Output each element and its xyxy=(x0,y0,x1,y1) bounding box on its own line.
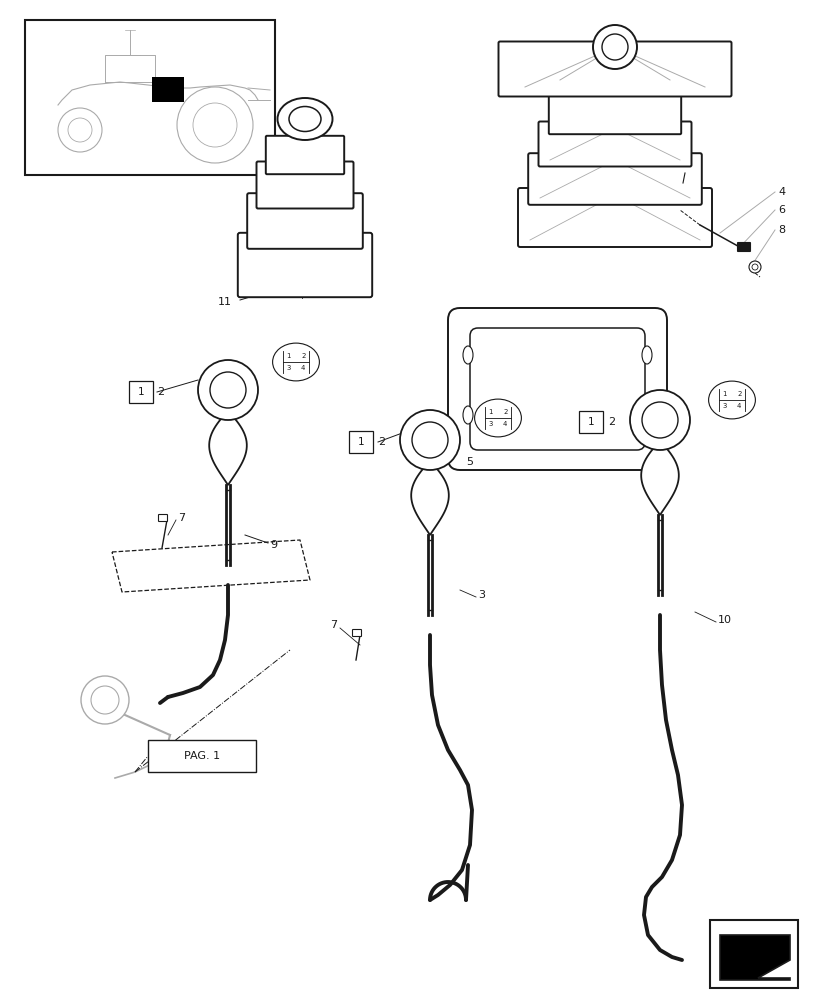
Text: 1: 1 xyxy=(722,391,726,397)
Ellipse shape xyxy=(641,406,651,424)
FancyBboxPatch shape xyxy=(148,740,256,772)
Text: 3: 3 xyxy=(488,421,492,427)
FancyBboxPatch shape xyxy=(737,242,749,251)
Text: 4: 4 xyxy=(736,403,740,409)
Circle shape xyxy=(210,372,246,408)
Text: 4: 4 xyxy=(301,365,305,371)
FancyBboxPatch shape xyxy=(538,122,691,167)
Text: 9: 9 xyxy=(270,540,277,550)
Text: 1: 1 xyxy=(357,437,364,447)
FancyBboxPatch shape xyxy=(447,308,667,470)
Ellipse shape xyxy=(272,343,319,381)
FancyBboxPatch shape xyxy=(578,411,602,433)
Text: 1: 1 xyxy=(137,387,144,397)
Ellipse shape xyxy=(641,346,651,364)
FancyBboxPatch shape xyxy=(129,381,153,403)
FancyBboxPatch shape xyxy=(25,20,275,175)
FancyBboxPatch shape xyxy=(470,328,644,450)
FancyBboxPatch shape xyxy=(709,920,797,988)
Text: 8: 8 xyxy=(777,225,784,235)
Text: 5: 5 xyxy=(466,457,472,467)
Text: 6: 6 xyxy=(777,205,784,215)
Text: 1: 1 xyxy=(488,409,492,415)
Polygon shape xyxy=(640,441,678,515)
Circle shape xyxy=(751,264,757,270)
FancyBboxPatch shape xyxy=(256,162,353,209)
Circle shape xyxy=(601,34,627,60)
Text: 2: 2 xyxy=(157,387,164,397)
Circle shape xyxy=(412,422,447,458)
Polygon shape xyxy=(209,411,246,485)
Text: 3: 3 xyxy=(477,590,485,600)
FancyBboxPatch shape xyxy=(548,94,681,134)
Text: 2: 2 xyxy=(301,353,305,359)
FancyBboxPatch shape xyxy=(152,77,184,102)
Text: PAG. 1: PAG. 1 xyxy=(184,751,220,761)
Text: 7: 7 xyxy=(178,513,185,523)
Text: 10: 10 xyxy=(717,615,731,625)
Circle shape xyxy=(641,402,677,438)
Circle shape xyxy=(81,676,129,724)
Circle shape xyxy=(198,360,258,420)
Circle shape xyxy=(399,410,460,470)
Text: 3: 3 xyxy=(286,365,290,371)
FancyBboxPatch shape xyxy=(348,431,372,453)
Text: 1: 1 xyxy=(587,417,594,427)
FancyBboxPatch shape xyxy=(352,630,361,637)
Circle shape xyxy=(748,261,760,273)
FancyBboxPatch shape xyxy=(158,514,167,522)
Ellipse shape xyxy=(462,406,472,424)
Text: 4: 4 xyxy=(503,421,507,427)
FancyBboxPatch shape xyxy=(265,136,344,174)
Ellipse shape xyxy=(708,381,754,419)
FancyBboxPatch shape xyxy=(247,193,362,249)
FancyBboxPatch shape xyxy=(237,233,372,297)
Text: 2: 2 xyxy=(736,391,740,397)
Text: 11: 11 xyxy=(218,297,232,307)
Text: 2: 2 xyxy=(503,409,507,415)
Circle shape xyxy=(629,390,689,450)
Ellipse shape xyxy=(277,98,332,140)
Text: 2: 2 xyxy=(378,437,385,447)
FancyBboxPatch shape xyxy=(518,188,711,247)
Circle shape xyxy=(592,25,636,69)
FancyBboxPatch shape xyxy=(498,42,730,97)
Circle shape xyxy=(91,686,119,714)
Ellipse shape xyxy=(462,346,472,364)
Text: 1: 1 xyxy=(286,353,290,359)
Text: 3: 3 xyxy=(722,403,726,409)
Ellipse shape xyxy=(289,107,321,132)
Ellipse shape xyxy=(474,399,521,437)
Text: 4: 4 xyxy=(777,187,784,197)
Polygon shape xyxy=(411,461,448,535)
Text: 7: 7 xyxy=(330,620,337,630)
FancyBboxPatch shape xyxy=(528,153,701,205)
Polygon shape xyxy=(719,935,789,980)
Text: 2: 2 xyxy=(607,417,614,427)
